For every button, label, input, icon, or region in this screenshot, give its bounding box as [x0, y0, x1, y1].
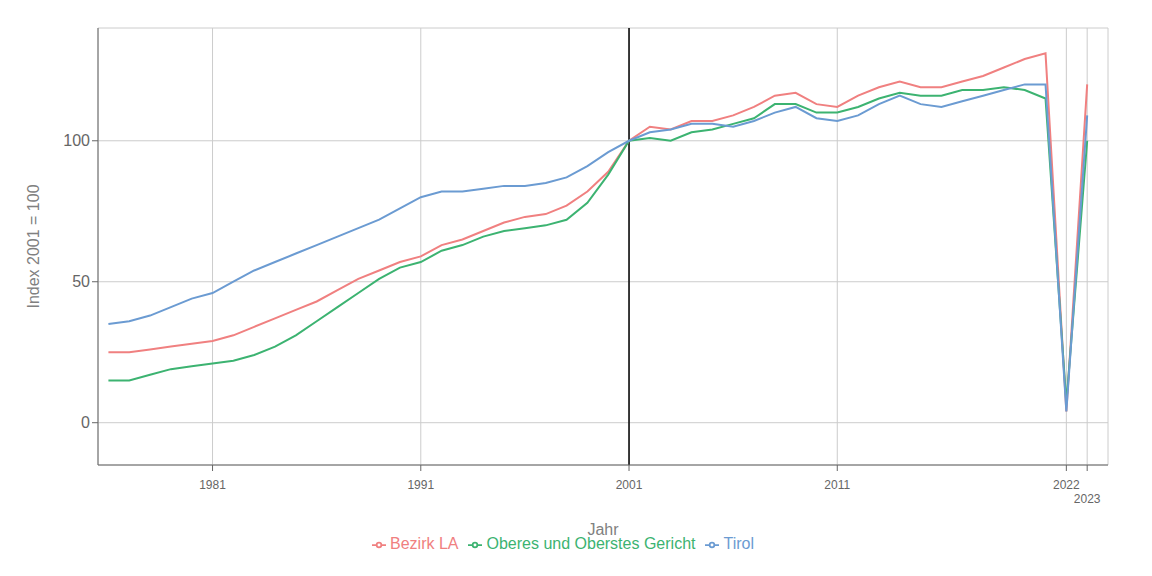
- svg-text:0: 0: [81, 414, 90, 431]
- html-text:Bezirk LA: Bezirk LA: [390, 535, 459, 552]
- svg-text:50: 50: [72, 273, 90, 290]
- svg-text:100: 100: [63, 132, 90, 149]
- svg-text:2022: 2022: [1053, 478, 1080, 492]
- html-text:Oberes und Oberstes Gericht: Oberes und Oberstes Gericht: [486, 535, 696, 552]
- svg-text:Index 2001 = 100: Index 2001 = 100: [25, 184, 42, 308]
- svg-text:2023: 2023: [1074, 492, 1101, 506]
- svg-text:2011: 2011: [824, 478, 850, 492]
- svg-text:2001: 2001: [616, 478, 643, 492]
- svg-text:1981: 1981: [199, 478, 226, 492]
- svg-text:1991: 1991: [407, 478, 434, 492]
- html-text:Tirol: Tirol: [723, 535, 754, 552]
- svg-text:Jahr: Jahr: [587, 521, 619, 538]
